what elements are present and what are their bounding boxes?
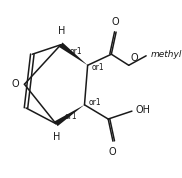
Text: methyl: methyl (151, 50, 182, 59)
Polygon shape (59, 43, 88, 65)
Polygon shape (54, 105, 84, 126)
Text: O: O (11, 79, 19, 89)
Text: O: O (130, 53, 138, 63)
Text: H: H (58, 26, 65, 36)
Text: or1: or1 (65, 112, 77, 121)
Text: H: H (53, 132, 60, 142)
Text: or1: or1 (70, 47, 82, 56)
Text: or1: or1 (92, 63, 104, 72)
Text: OH: OH (135, 104, 150, 115)
Text: O: O (112, 17, 119, 27)
Text: or1: or1 (88, 98, 101, 107)
Text: O: O (108, 147, 116, 157)
